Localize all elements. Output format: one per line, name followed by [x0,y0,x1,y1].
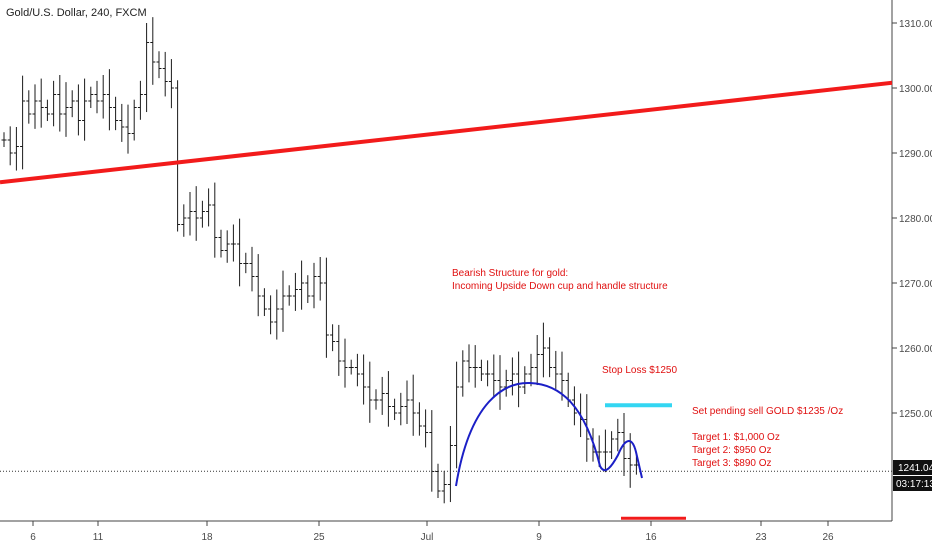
stop-loss-label: Stop Loss $1250 [602,365,677,376]
price-badge-label: 1241.04 [898,463,932,474]
x-tick-label: 9 [536,532,542,543]
y-tick-label: 1310.00 [899,19,932,30]
countdown-label: 03:17:13 [896,479,932,490]
price-badge [893,460,932,475]
y-axis-ticks: 1310.00 1300.00 1290.00 1280.00 1270.00 1260.… [892,19,932,420]
target-1-label: Target 1: $1,000 Oz [692,432,780,443]
target-3-label: Target 3: $890 Oz [692,458,772,469]
y-tick-label: 1260.00 [899,344,932,355]
x-tick-label: 16 [645,532,657,543]
x-tick-label: Jul [421,532,434,543]
countdown-badge [893,476,932,491]
target-2-label: Target 2: $950 Oz [692,445,772,456]
x-tick-label: 26 [822,532,834,543]
chart-title: Gold/U.S. Dollar, 240, FXCM [6,7,147,19]
y-tick-label: 1300.00 [899,84,932,95]
resistance-trendline[interactable] [0,80,893,185]
upside-down-cup-curve[interactable] [455,381,643,487]
y-tick-label: 1250.00 [899,409,932,420]
ohlc-bars [1,17,639,504]
x-axis-ticks: 6 11 18 25 Jul 9 16 23 26 [30,521,834,543]
x-tick-label: 6 [30,532,36,543]
structure-note-line2: Incoming Upside Down cup and handle stru… [452,281,668,292]
pending-sell-label: Set pending sell GOLD $1235 /Oz [692,406,843,417]
x-tick-label: 18 [201,532,213,543]
y-tick-label: 1290.00 [899,149,932,160]
x-tick-label: 25 [313,532,325,543]
y-tick-label: 1280.00 [899,214,932,225]
y-tick-label: 1270.00 [899,279,932,290]
x-tick-label: 11 [93,532,104,543]
structure-note-line1: Bearish Structure for gold: [452,268,568,279]
x-tick-label: 23 [755,532,767,543]
